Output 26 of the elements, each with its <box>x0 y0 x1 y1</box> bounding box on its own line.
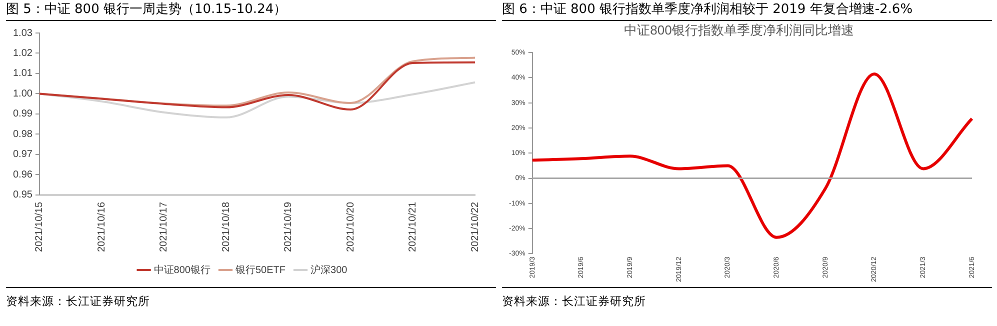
x-tick-label: 2021/10/16 <box>96 202 108 252</box>
y-tick-label: 1.01 <box>12 68 33 80</box>
y-tick-label: 1.00 <box>12 88 33 100</box>
chart-title: 图 5：中证 800 银行一周走势（10.15-10.24） <box>6 0 496 21</box>
chart-title: 图 6：中证 800 银行指数单季度净利润相较于 2019 年复合增速-2.6% <box>502 0 992 21</box>
y-tick-label: 0.99 <box>12 108 33 120</box>
x-tick-label: 2021/10/21 <box>408 202 419 252</box>
legend-label: 中证800银行 <box>154 264 210 276</box>
text: 资料来源：长江证券研究所 <box>502 287 992 309</box>
y-tick-label: 0.98 <box>12 128 33 140</box>
x-tick-label: 2021/10/22 <box>470 202 481 252</box>
y-tick-label: 0.96 <box>12 169 33 180</box>
chart-subtitle: 中证800银行指数单季度净利润同比增速 <box>624 22 854 38</box>
x-tick-label: 2021/10/19 <box>283 202 294 252</box>
y-tick-label: 1.03 <box>12 28 33 39</box>
y-tick-label: 0.95 <box>12 190 33 201</box>
y-tick-label: 1.02 <box>12 48 33 59</box>
x-tick-label: 2021/10/18 <box>220 202 232 252</box>
text: 资料来源：长江证券研究所 <box>6 287 496 309</box>
line-series <box>530 72 974 239</box>
legend-label: 沪深300 <box>310 264 348 276</box>
x-tick-label: 2021/10/20 <box>345 202 356 252</box>
legend-label: 银行50ETF <box>234 264 286 276</box>
x-tick-label: 2021/10/15 <box>34 202 46 252</box>
y-tick-label: 0.97 <box>12 149 33 160</box>
x-tick-label: 2021/10/17 <box>158 202 170 252</box>
